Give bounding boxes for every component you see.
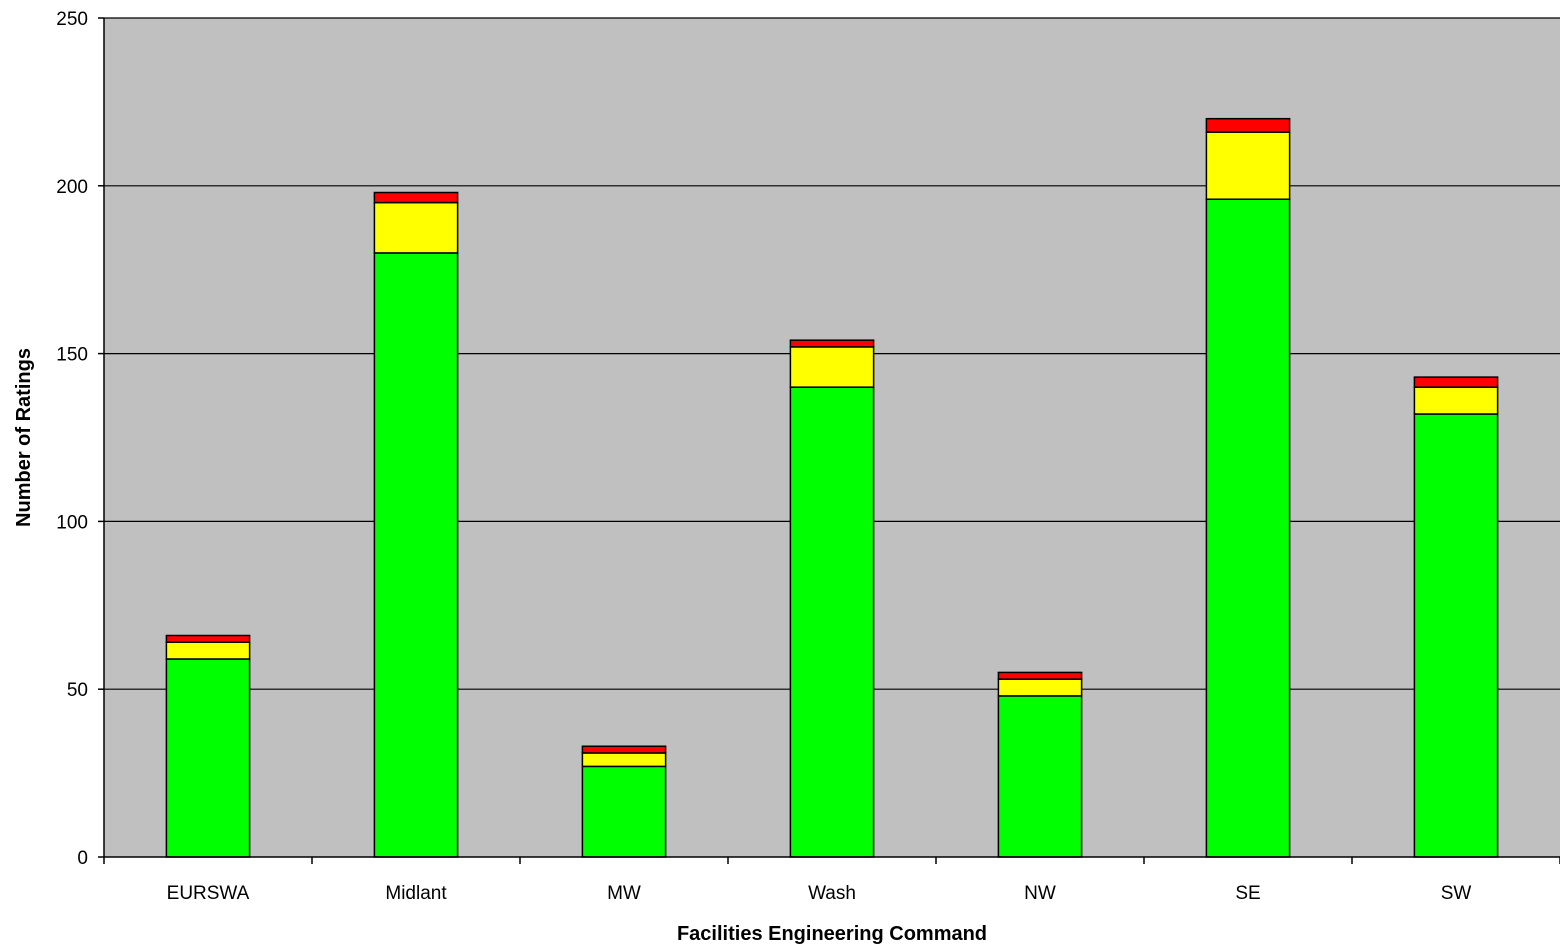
bar-segment-eurswa-2 xyxy=(165,634,251,643)
y-tick-label: 200 xyxy=(56,177,88,198)
y-tick-label: 150 xyxy=(56,345,88,366)
y-tick-label: 0 xyxy=(77,848,88,869)
bar-segment-eurswa-0 xyxy=(165,658,251,858)
y-tick-label: 100 xyxy=(56,512,88,533)
x-tick-label: NW xyxy=(1024,883,1056,904)
axes xyxy=(98,17,1560,864)
bar-segment-sw-0 xyxy=(1413,413,1499,858)
bar-segment-se-2 xyxy=(1205,117,1291,133)
bar-segment-mw-1 xyxy=(581,752,667,768)
bar-segment-mw-0 xyxy=(581,765,667,858)
bar-segment-sw-1 xyxy=(1413,386,1499,415)
bar-segment-nw-2 xyxy=(997,671,1083,680)
x-axis-title: Facilities Engineering Command xyxy=(677,923,987,945)
bar-segment-wash-2 xyxy=(789,339,875,348)
x-tick-label: Midlant xyxy=(385,883,447,904)
bar-segment-se-0 xyxy=(1205,198,1291,858)
x-tick-label: MW xyxy=(607,883,641,904)
bar-segment-wash-1 xyxy=(789,346,875,388)
bar-segment-midlant-1 xyxy=(373,201,459,254)
y-tick-label: 250 xyxy=(56,9,88,30)
bars xyxy=(165,117,1499,858)
bar-segment-nw-0 xyxy=(997,695,1083,858)
x-tick-label: SW xyxy=(1441,883,1472,904)
tick-labels: 0 50 100 150 200 250 EURSWA Midlant MW Wash NW SE SW xyxy=(56,9,1471,904)
x-tick-label: SE xyxy=(1235,883,1260,904)
bar-segment-midlant-0 xyxy=(373,252,459,858)
bar-segment-nw-1 xyxy=(997,678,1083,697)
bar-segment-se-1 xyxy=(1205,131,1291,200)
bar-segment-mw-2 xyxy=(581,745,667,754)
bar-segment-sw-2 xyxy=(1413,376,1499,388)
bar-segment-midlant-2 xyxy=(373,191,459,204)
bar-segment-eurswa-1 xyxy=(165,641,251,660)
x-tick-label: EURSWA xyxy=(167,883,250,904)
x-tick-label: Wash xyxy=(808,883,856,904)
y-axis-title: Number of Ratings xyxy=(13,348,35,527)
bar-segment-wash-0 xyxy=(789,386,875,858)
y-tick-label: 50 xyxy=(67,680,88,701)
